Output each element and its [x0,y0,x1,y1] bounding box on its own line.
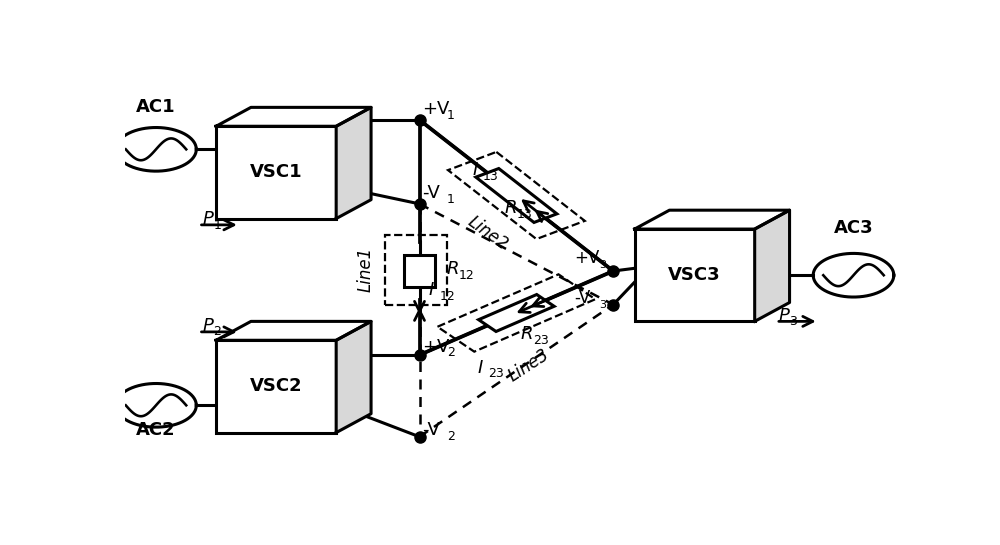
Text: AC3: AC3 [834,220,873,238]
Text: -V: -V [422,421,440,439]
Text: R: R [520,325,533,343]
Text: +V: +V [422,337,449,355]
Text: 2: 2 [447,347,454,359]
Text: 13: 13 [517,208,533,221]
Text: I: I [429,281,434,299]
Text: Line3: Line3 [505,346,553,385]
Text: VSC3: VSC3 [668,266,721,284]
Text: R: R [505,199,517,217]
Text: P: P [202,317,213,335]
Text: 13: 13 [483,170,499,183]
Text: 1: 1 [447,109,454,122]
Polygon shape [216,107,371,126]
Polygon shape [216,340,336,433]
Text: VSC1: VSC1 [250,164,302,181]
Polygon shape [404,255,435,287]
Text: AC2: AC2 [136,421,176,439]
Polygon shape [216,322,371,340]
Polygon shape [336,322,371,433]
Text: 12: 12 [440,290,455,302]
Text: R: R [447,260,459,278]
Text: Line1: Line1 [356,246,374,292]
Text: Line2: Line2 [464,213,512,254]
Polygon shape [336,107,371,219]
Text: -V: -V [574,289,591,307]
Text: +V: +V [574,250,600,268]
Polygon shape [216,126,336,219]
Text: 2: 2 [447,431,454,443]
Text: 1: 1 [447,193,454,206]
Text: VSC2: VSC2 [250,378,302,396]
Text: P: P [778,306,789,324]
Text: 3: 3 [599,300,606,310]
Text: 1: 1 [213,219,221,232]
Polygon shape [755,210,790,322]
Text: 2: 2 [213,325,221,338]
Polygon shape [479,294,554,331]
Text: I: I [472,161,477,179]
Text: 23: 23 [488,367,504,380]
Text: 3: 3 [789,316,797,328]
Text: P: P [202,210,213,228]
Text: 3: 3 [599,260,606,270]
Text: I: I [478,359,483,377]
Text: 23: 23 [533,334,548,347]
Text: -V: -V [422,184,440,202]
Polygon shape [635,210,790,229]
Text: +V: +V [422,100,449,118]
Text: AC1: AC1 [136,98,176,116]
Text: 12: 12 [459,269,475,282]
Polygon shape [476,168,557,222]
Polygon shape [635,229,755,322]
